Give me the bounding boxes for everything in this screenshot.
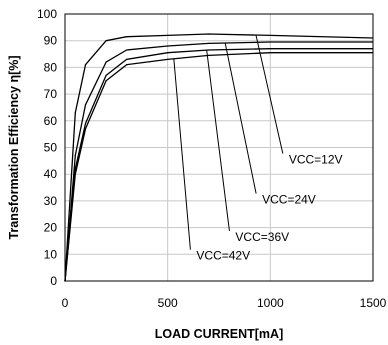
data-point — [167, 58, 169, 60]
data-point — [105, 61, 107, 63]
data-point — [269, 41, 271, 43]
annotation-leader — [173, 58, 191, 250]
x-tick-label: 0 — [62, 296, 69, 310]
data-point — [84, 122, 87, 125]
data-point — [84, 64, 87, 66]
annotation-label: VCC=36V — [235, 230, 289, 244]
data-point — [105, 80, 107, 82]
y-tick-label: 40 — [44, 167, 58, 181]
data-point — [269, 48, 271, 50]
annotation-label: VCC=24V — [262, 193, 316, 207]
series-line-4 — [64, 52, 373, 282]
y-tick-label: 70 — [44, 87, 58, 101]
annotation-leader — [255, 34, 284, 154]
data-point — [208, 49, 210, 51]
plot-frame — [64, 13, 374, 282]
annotation-leader — [206, 50, 230, 232]
data-point — [126, 58, 128, 60]
y-tick-label: 90 — [44, 34, 58, 48]
y-tick-label: 60 — [44, 114, 58, 128]
data-point — [208, 42, 210, 44]
y-tick-label: 50 — [44, 141, 58, 155]
y-tick-label: 80 — [44, 60, 58, 74]
y-tick-label: 0 — [50, 274, 57, 288]
data-point — [84, 128, 87, 130]
y-tick-label: 10 — [44, 247, 58, 261]
data-point — [269, 52, 271, 54]
data-point — [74, 154, 76, 157]
annotation-layer: VCC=12V VCC=24V VCC=36V VCC=42V — [173, 34, 343, 263]
annotation-label: VCC=42V — [196, 249, 250, 263]
data-point — [74, 112, 76, 114]
series-layer — [64, 33, 374, 282]
x-tick-label: 1000 — [257, 296, 284, 310]
y-tick-label: 20 — [44, 221, 58, 235]
x-tick-label: 1500 — [360, 296, 387, 310]
data-point — [74, 173, 76, 175]
data-point — [84, 104, 87, 106]
annotation-leader — [224, 42, 257, 194]
data-point — [126, 49, 128, 51]
data-point — [208, 54, 210, 56]
y-tick-label: 100 — [37, 7, 57, 21]
data-point — [105, 74, 107, 77]
data-point — [74, 168, 76, 170]
data-point — [105, 40, 107, 42]
y-tick-label: 30 — [44, 194, 58, 208]
y-axis-title: Transformation Efficiency η[%] — [7, 55, 21, 239]
data-point — [208, 33, 210, 35]
x-tick-label: 500 — [158, 296, 178, 310]
x-axis-title: LOAD CURRENT[mA] — [155, 327, 283, 341]
data-point — [126, 64, 128, 66]
annotation-label: VCC=12V — [289, 153, 343, 167]
data-point — [167, 45, 169, 47]
data-point — [269, 34, 271, 36]
data-point — [167, 34, 169, 36]
data-point — [126, 36, 128, 38]
data-point — [167, 52, 169, 54]
